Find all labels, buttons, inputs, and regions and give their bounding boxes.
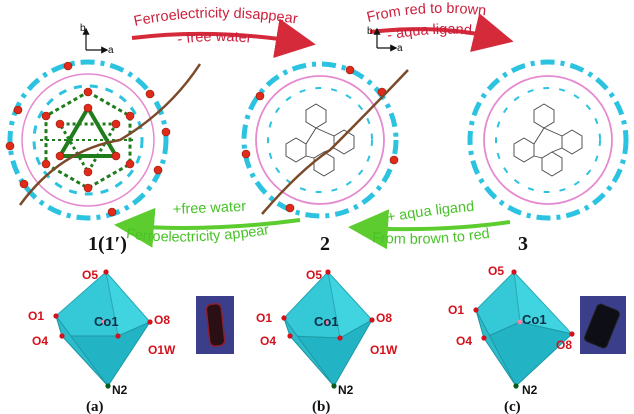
atom-o8-b: O8 — [376, 311, 392, 325]
arrow-1-to-2 — [131, 18, 316, 58]
label-red-to-brown: From red to brown — [365, 1, 487, 26]
atom-n2-b: N2 — [338, 383, 354, 397]
label-aqua-ligand-plus: + aqua ligand — [386, 199, 475, 226]
panel-label-c: (c) — [504, 399, 521, 414]
atom-o4-a: O4 — [32, 334, 48, 348]
atom-co1-a: Co1 — [94, 314, 119, 329]
label-ferro-disappear: Ferroelectricity disappear — [132, 5, 298, 29]
label-free-water-plus: +free water — [173, 199, 247, 218]
compound-label-2: 2 — [320, 233, 330, 255]
coordination-polyhedron-b — [281, 269, 375, 389]
atom-o1-c: O1 — [448, 303, 464, 317]
compound-label-3: 3 — [518, 233, 528, 255]
atom-o1w-b: O1W — [370, 343, 398, 357]
arrow-3-to-2 — [348, 209, 511, 250]
svg-text:+free water: +free water — [173, 199, 247, 218]
structure-1 — [5, 59, 171, 221]
panel-label-a: (a) — [86, 399, 104, 414]
structure-2 — [241, 61, 399, 219]
svg-text:- free water: - free water — [176, 29, 252, 48]
svg-text:- aqua ligand: - aqua ligand — [386, 22, 473, 44]
crystal-photo-dark — [580, 296, 626, 354]
axis-indicator-1: b a — [80, 23, 114, 56]
axis-b-label-2: b — [367, 26, 373, 37]
atom-o5-c: O5 — [488, 264, 504, 278]
axis-a-label-1: a — [108, 45, 114, 56]
crystal-photo-red — [196, 296, 234, 354]
coordination-polyhedron-a — [53, 269, 153, 389]
atom-co1-c: Co1 — [522, 312, 547, 327]
arrow-2-to-1 — [114, 207, 301, 248]
polarization-line-2 — [261, 69, 409, 215]
atom-o1w-a: O1W — [148, 343, 176, 357]
svg-text:From red to brown: From red to brown — [365, 1, 487, 26]
atom-n2-a: N2 — [112, 383, 128, 397]
atom-o5-b: O5 — [306, 268, 322, 282]
atom-o8-c: O8 — [556, 338, 572, 352]
atom-o4-c: O4 — [456, 334, 472, 348]
label-free-water-minus: - free water — [176, 29, 252, 48]
arrow-2-to-3 — [369, 13, 514, 53]
axis-b-label-1: b — [80, 23, 86, 34]
atom-o1-b: O1 — [256, 311, 272, 325]
compound-label-1: 1(1′) — [88, 233, 127, 255]
svg-text:Ferroelectricity disappear: Ferroelectricity disappear — [132, 5, 298, 29]
coordination-polyhedron-c — [473, 269, 575, 389]
atom-co1-b: Co1 — [314, 314, 339, 329]
label-aqua-ligand-minus: - aqua ligand — [386, 22, 473, 44]
axis-a-label-2: a — [397, 43, 403, 54]
structure-3 — [467, 59, 629, 221]
atom-o1-a: O1 — [28, 309, 44, 323]
axis-indicator-2: b a — [367, 26, 403, 54]
svg-text:+ aqua ligand: + aqua ligand — [386, 199, 475, 226]
panel-label-b: (b) — [312, 399, 330, 414]
atom-o5-a: O5 — [82, 268, 98, 282]
atom-n2-c: N2 — [522, 383, 538, 397]
atom-o4-b: O4 — [260, 334, 276, 348]
atom-o8-a: O8 — [154, 313, 170, 327]
polarization-line-1 — [18, 63, 202, 206]
